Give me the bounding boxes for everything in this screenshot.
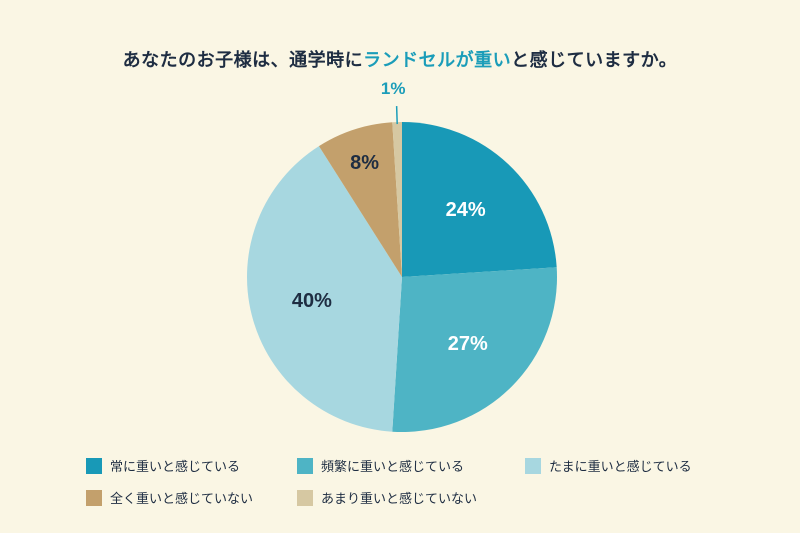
pie-slice-2 bbox=[246, 146, 402, 432]
chart-title-prefix: あなたのお子様は、通学時に bbox=[122, 50, 364, 70]
chart-legend: 常に重いと感じている 頻繁に重いと感じている たまに重いと感じている全く重いと感じて… bbox=[86, 456, 766, 520]
pie-slice-0 bbox=[402, 122, 557, 277]
pie-slice-value-label-0: 24% bbox=[446, 199, 486, 221]
legend-label: あまり重いと感じていない bbox=[321, 491, 478, 506]
pie-slice-value-label-2: 40% bbox=[292, 290, 332, 312]
legend-swatch-icon bbox=[86, 489, 102, 506]
legend-swatch-icon bbox=[86, 457, 102, 474]
chart-title-highlight: ランドセルが重い bbox=[363, 50, 512, 70]
legend-row-0: 常に重いと感じている 頻繁に重いと感じている たまに重いと感じている bbox=[86, 456, 766, 475]
legend-item-4: あまり重いと感じていない bbox=[297, 488, 525, 507]
pie-slice-value-label-1: 27% bbox=[448, 333, 488, 355]
legend-item-0: 常に重いと感じている bbox=[86, 456, 297, 475]
legend-item-1: 頻繁に重いと感じている bbox=[297, 456, 525, 475]
legend-label: 全く重いと感じていない bbox=[110, 491, 254, 506]
legend-swatch-icon bbox=[297, 489, 313, 506]
legend-swatch-icon bbox=[525, 457, 541, 474]
pie-slice-4 bbox=[392, 122, 402, 277]
pie-slice-value-label-3: 8% bbox=[350, 152, 379, 174]
pie-leader-line-4 bbox=[395, 106, 398, 125]
pie-slice-1 bbox=[392, 267, 557, 433]
legend-item-2: たまに重いと感じている bbox=[525, 456, 766, 475]
legend-label: 常に重いと感じている bbox=[110, 459, 241, 474]
legend-label: 頻繁に重いと感じている bbox=[321, 459, 465, 474]
chart-title: あなたのお子様は、通学時にランドセルが重いと感じていますか。 bbox=[0, 46, 800, 72]
pie-slice-value-label-4: 1% bbox=[381, 79, 406, 98]
legend-swatch-icon bbox=[297, 457, 313, 474]
legend-row-1: 全く重いと感じていない あまり重いと感じていない bbox=[86, 488, 766, 507]
pie-slice-3 bbox=[318, 122, 402, 278]
legend-item-3: 全く重いと感じていない bbox=[86, 488, 297, 507]
chart-title-suffix: と感じていますか。 bbox=[511, 50, 678, 70]
legend-label: たまに重いと感じている bbox=[549, 459, 692, 474]
